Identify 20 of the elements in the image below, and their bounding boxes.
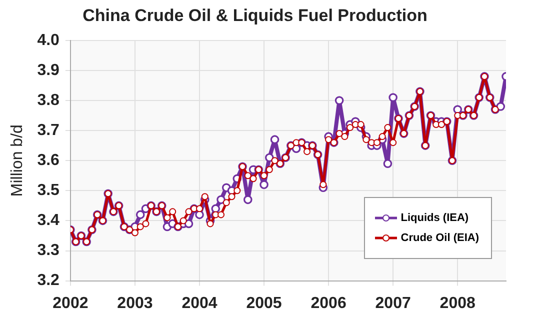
y-tick-label: 4.0 bbox=[37, 32, 60, 49]
legend-label: Crude Oil (EIA) bbox=[400, 232, 479, 244]
y-tick-label: 3.8 bbox=[37, 92, 60, 109]
x-tick-label: 2006 bbox=[310, 294, 346, 312]
x-tick-label: 2002 bbox=[52, 294, 88, 312]
y-tick-label: 3.2 bbox=[37, 272, 60, 290]
x-tick-label: 2004 bbox=[182, 294, 218, 312]
x-tick-label: 2003 bbox=[117, 294, 153, 312]
y-tick-label: 3.4 bbox=[37, 212, 60, 230]
y-tick-label: 3.5 bbox=[37, 182, 60, 200]
y-tick-label: 3.3 bbox=[37, 242, 60, 260]
chart-title: China Crude Oil & Liquids Fuel Production bbox=[82, 6, 428, 25]
y-axis-title: Million b/d bbox=[9, 124, 26, 197]
x-tick-label: 2005 bbox=[246, 294, 282, 312]
y-tick-label: 3.9 bbox=[37, 62, 60, 79]
y-tick-label: 3.7 bbox=[37, 122, 60, 139]
x-tick-label: 2007 bbox=[375, 294, 411, 312]
x-tick-label: 2008 bbox=[440, 294, 476, 312]
legend-label: Liquids (IEA) bbox=[400, 212, 469, 224]
y-tick-label: 3.6 bbox=[37, 152, 60, 170]
